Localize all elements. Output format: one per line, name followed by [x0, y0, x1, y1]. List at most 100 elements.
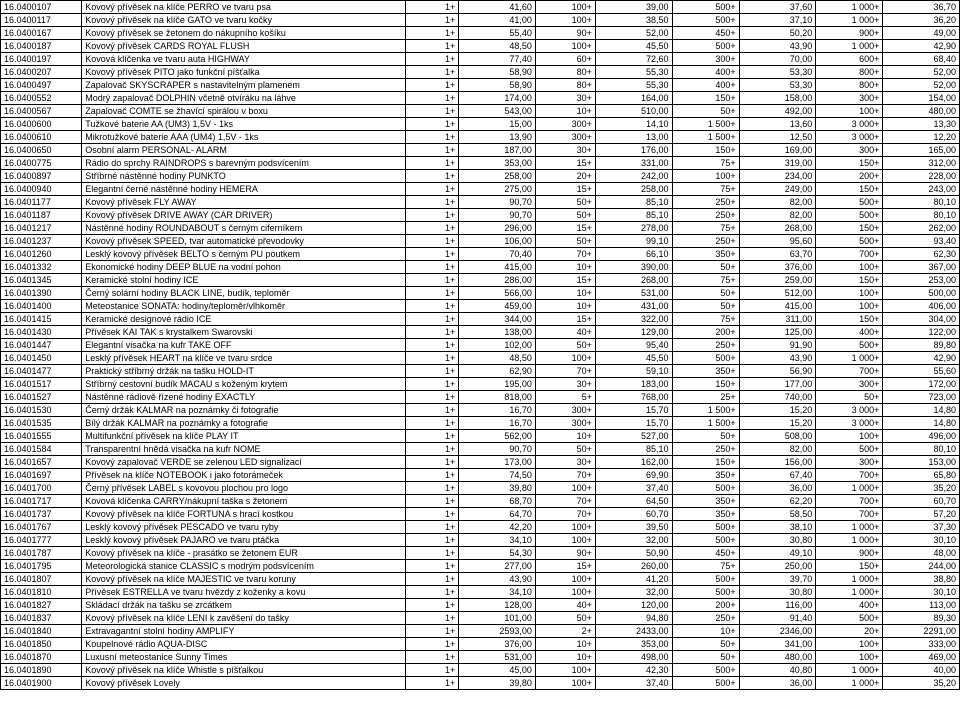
- cell: 800+: [816, 79, 883, 92]
- cell: 1+: [406, 287, 459, 300]
- cell: Kovový přívěsek na klíče PERRO ve tvaru …: [82, 1, 406, 14]
- cell: 50+: [535, 339, 595, 352]
- table-row: 16.0400600Tužkové baterie AA (UM3) 1,5V …: [1, 118, 960, 131]
- cell: 1+: [406, 599, 459, 612]
- cell: 700+: [816, 508, 883, 521]
- cell: 50+: [672, 638, 739, 651]
- cell: 58,50: [739, 508, 816, 521]
- cell: 150+: [672, 456, 739, 469]
- cell: 60,70: [883, 495, 960, 508]
- cell: 228,00: [883, 170, 960, 183]
- cell: 13,90: [459, 131, 536, 144]
- cell: 150+: [816, 313, 883, 326]
- cell: Praktický stříbrný držák na tašku HOLD-I…: [82, 365, 406, 378]
- cell: 400+: [816, 326, 883, 339]
- cell: 2346,00: [739, 625, 816, 638]
- cell: 16.0400650: [1, 144, 82, 157]
- cell: 82,00: [739, 209, 816, 222]
- cell: 54,30: [459, 547, 536, 560]
- cell: 15,00: [459, 118, 536, 131]
- table-row: 16.0401237Kovový přívěsek SPEED, tvar au…: [1, 235, 960, 248]
- cell: 153,00: [883, 456, 960, 469]
- cell: 16.0401837: [1, 612, 82, 625]
- cell: 723,00: [883, 391, 960, 404]
- cell: 250+: [672, 339, 739, 352]
- cell: 450+: [672, 547, 739, 560]
- cell: 1+: [406, 1, 459, 14]
- cell: 333,00: [883, 638, 960, 651]
- cell: 100+: [535, 586, 595, 599]
- cell: 304,00: [883, 313, 960, 326]
- cell: 367,00: [883, 261, 960, 274]
- cell: 62,90: [459, 365, 536, 378]
- cell: 16.0401810: [1, 586, 82, 599]
- cell: Nástěnné hodiny ROUNDABOUT s černým cife…: [82, 222, 406, 235]
- cell: 41,00: [459, 14, 536, 27]
- table-row: 16.0401527Nástěnné rádiově řízené hodiny…: [1, 391, 960, 404]
- cell: Luxusní meteostanice Sunny Times: [82, 651, 406, 664]
- cell: 66,10: [595, 248, 672, 261]
- cell: 70+: [535, 248, 595, 261]
- cell: 100+: [535, 677, 595, 690]
- table-row: 16.0401737Kovový přívěsek na klíče FORTU…: [1, 508, 960, 521]
- cell: 1+: [406, 638, 459, 651]
- table-row: 16.0401584Transparentní hnědá visačka na…: [1, 443, 960, 456]
- cell: 40+: [535, 599, 595, 612]
- cell: 25+: [672, 391, 739, 404]
- cell: 10+: [535, 287, 595, 300]
- cell: Kovový přívěsek na klíče GATO ve tvaru k…: [82, 14, 406, 27]
- cell: 89,30: [883, 612, 960, 625]
- cell: 1+: [406, 40, 459, 53]
- price-table: 16.0400107Kovový přívěsek na klíče PERRO…: [0, 0, 960, 690]
- cell: 16.0401430: [1, 326, 82, 339]
- cell: 512,00: [739, 287, 816, 300]
- cell: 16.0400610: [1, 131, 82, 144]
- cell: 116,00: [739, 599, 816, 612]
- cell: 16.0401177: [1, 196, 82, 209]
- cell: 353,00: [459, 157, 536, 170]
- cell: 75+: [672, 183, 739, 196]
- cell: 1+: [406, 157, 459, 170]
- cell: 38,10: [739, 521, 816, 534]
- cell: 350+: [672, 508, 739, 521]
- cell: 16.0401535: [1, 417, 82, 430]
- cell: 600+: [816, 53, 883, 66]
- cell: 106,00: [459, 235, 536, 248]
- cell: Kovový přívěsek FLY AWAY: [82, 196, 406, 209]
- cell: 16.0401237: [1, 235, 82, 248]
- cell: 16,70: [459, 404, 536, 417]
- cell: 1+: [406, 66, 459, 79]
- cell: 50+: [535, 209, 595, 222]
- cell: 3 000+: [816, 118, 883, 131]
- cell: 322,00: [595, 313, 672, 326]
- table-row: 16.0401700Černý přívěsek LABEL s kovovou…: [1, 482, 960, 495]
- cell: 12,20: [883, 131, 960, 144]
- cell: 36,70: [883, 1, 960, 14]
- cell: 39,80: [459, 677, 536, 690]
- cell: 2593,00: [459, 625, 536, 638]
- table-row: 16.0400940Elegantní černé nástěnné hodin…: [1, 183, 960, 196]
- cell: 1+: [406, 118, 459, 131]
- cell: 390,00: [595, 261, 672, 274]
- cell: 52,00: [595, 27, 672, 40]
- cell: 100+: [535, 352, 595, 365]
- cell: 69,90: [595, 469, 672, 482]
- cell: 150+: [816, 183, 883, 196]
- cell: 37,40: [595, 482, 672, 495]
- cell: 400+: [672, 79, 739, 92]
- cell: 65,80: [883, 469, 960, 482]
- cell: 85,10: [595, 196, 672, 209]
- cell: 300+: [535, 404, 595, 417]
- cell: 818,00: [459, 391, 536, 404]
- cell: Černý solární hodiny BLACK LINE, budík, …: [82, 287, 406, 300]
- cell: Keramické designové rádio ICE: [82, 313, 406, 326]
- cell: 50+: [672, 430, 739, 443]
- table-row: 16.0401450Lesklý přívěsek HEART na klíče…: [1, 352, 960, 365]
- table-row: 16.0400552Modrý zapalovač DOLPHIN včetně…: [1, 92, 960, 105]
- cell: 67,40: [739, 469, 816, 482]
- cell: 500+: [672, 677, 739, 690]
- cell: 156,00: [739, 456, 816, 469]
- cell: 42,30: [595, 664, 672, 677]
- cell: Kovový přívěsek na klíče MAJESTIC ve tva…: [82, 573, 406, 586]
- cell: 120,00: [595, 599, 672, 612]
